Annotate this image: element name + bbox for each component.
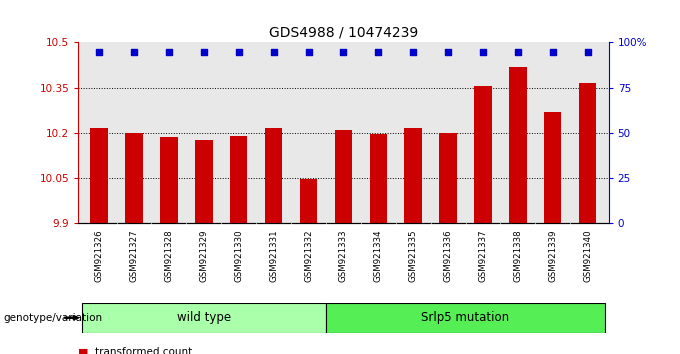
Point [443, 49, 454, 55]
Text: GSM921334: GSM921334 [374, 229, 383, 282]
Bar [439, 133, 457, 223]
Point [513, 49, 524, 55]
Bar [90, 128, 108, 223]
Text: transformed count: transformed count [95, 347, 192, 354]
Text: GSM921337: GSM921337 [479, 229, 488, 282]
Title: GDS4988 / 10474239: GDS4988 / 10474239 [269, 26, 418, 40]
Point [547, 49, 558, 55]
Point [408, 49, 419, 55]
Text: Srlp5 mutation: Srlp5 mutation [422, 311, 509, 324]
Bar [369, 134, 387, 223]
Text: GSM921335: GSM921335 [409, 229, 418, 282]
Point [477, 49, 488, 55]
Text: GSM921336: GSM921336 [443, 229, 453, 282]
Bar [265, 128, 282, 223]
Text: GSM921328: GSM921328 [165, 229, 173, 282]
Text: GSM921329: GSM921329 [199, 229, 208, 282]
Point [373, 49, 384, 55]
Text: GSM921331: GSM921331 [269, 229, 278, 282]
Point [303, 49, 314, 55]
Point [199, 49, 209, 55]
Text: GSM921340: GSM921340 [583, 229, 592, 282]
Text: GSM921327: GSM921327 [129, 229, 139, 282]
Bar [195, 140, 213, 223]
Bar [125, 133, 143, 223]
Bar [160, 137, 177, 223]
Bar [474, 86, 492, 223]
Text: GSM921330: GSM921330 [234, 229, 243, 282]
Point [582, 49, 593, 55]
Bar [509, 67, 526, 223]
Point [233, 49, 244, 55]
Point [94, 49, 105, 55]
Bar [405, 128, 422, 223]
Text: wild type: wild type [177, 311, 231, 324]
Text: genotype/variation: genotype/variation [3, 313, 103, 323]
Point [268, 49, 279, 55]
Text: GSM921333: GSM921333 [339, 229, 348, 282]
Text: GSM921339: GSM921339 [548, 229, 558, 282]
Bar [230, 136, 248, 223]
Text: ■: ■ [78, 347, 88, 354]
Point [129, 49, 139, 55]
Bar [544, 112, 562, 223]
Text: GSM921332: GSM921332 [304, 229, 313, 282]
Bar [82, 303, 326, 333]
Text: GSM921338: GSM921338 [513, 229, 522, 282]
Point [338, 49, 349, 55]
Bar [300, 179, 318, 223]
Bar [579, 83, 596, 223]
Text: GSM921326: GSM921326 [95, 229, 103, 282]
Point [163, 49, 174, 55]
Bar [335, 130, 352, 223]
Bar [326, 303, 605, 333]
